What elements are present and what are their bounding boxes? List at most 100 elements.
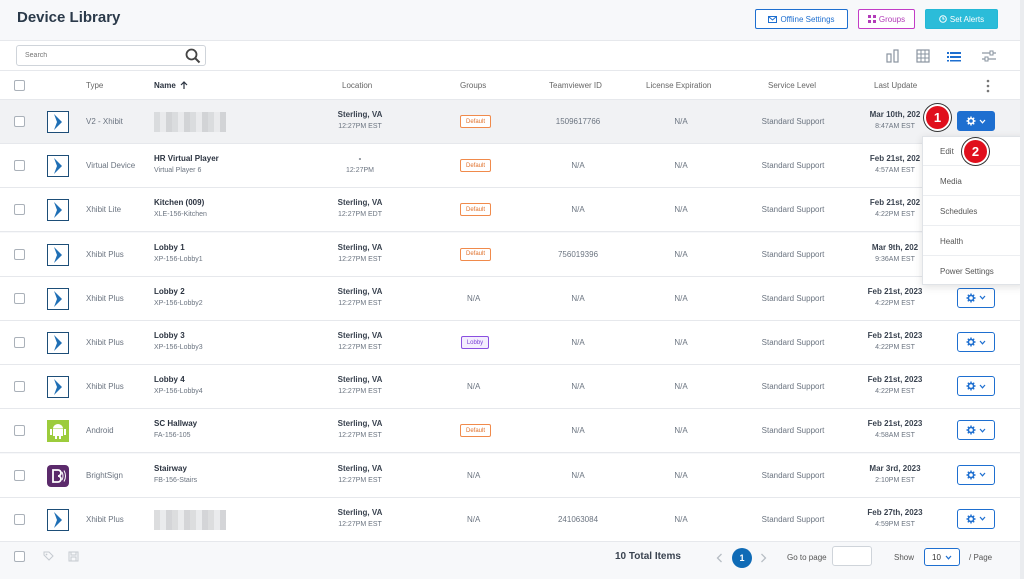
device-actions-button[interactable] (957, 420, 995, 441)
device-name[interactable]: HR Virtual Player (154, 154, 219, 164)
menu-item-schedules[interactable]: Schedules (923, 197, 1024, 226)
column-location[interactable]: Location (342, 81, 373, 90)
group-tag[interactable]: Default (460, 115, 491, 128)
search-input[interactable] (25, 49, 185, 62)
last-update-cell: Feb 21st, 2023 4:22PM EST (856, 375, 934, 395)
row-checkbox[interactable] (14, 160, 25, 172)
device-actions-button[interactable] (957, 376, 995, 397)
table-row[interactable]: Android SC Hallway FA-156-105 Sterling, VA 1… (0, 409, 1024, 454)
footer-select-checkbox[interactable] (14, 551, 25, 562)
device-actions-button[interactable] (957, 464, 995, 485)
last-update-time: 4:22PM EST (875, 388, 915, 396)
select-all-checkbox[interactable] (14, 80, 25, 91)
row-checkbox[interactable] (14, 513, 25, 525)
device-name[interactable]: Stairway (154, 463, 187, 473)
location-cell: Sterling, VA 12:27PM EST (320, 419, 400, 439)
column-last-update[interactable]: Last Update (874, 81, 918, 90)
device-actions-button[interactable] (957, 332, 995, 352)
table-row[interactable]: Xhibit Lite Kitchen (009) XLE-156-Kitchen S… (0, 188, 1024, 233)
device-name[interactable]: Lobby 3 (154, 331, 185, 340)
column-license-expiration[interactable]: License Expiration (646, 81, 712, 90)
device-name[interactable]: Kitchen (009) (154, 198, 205, 208)
step-badge-2: 2 (962, 138, 989, 165)
grid-view-icon[interactable] (915, 48, 931, 64)
location-cell: - 12:27PM (320, 154, 400, 174)
tag-icon[interactable] (43, 551, 54, 562)
column-groups[interactable]: Groups (460, 81, 487, 90)
device-actions-button[interactable] (957, 111, 995, 131)
table-row[interactable]: V2 - Xhibit Sterling, VA 12:27PM EST Defaul… (0, 100, 1024, 144)
chevron-right-icon[interactable] (760, 553, 767, 563)
per-page-select[interactable]: 10 (924, 548, 960, 566)
envelope-icon (768, 15, 778, 23)
group-tag[interactable]: Default (460, 203, 491, 217)
license-expiration: N/A (674, 249, 688, 259)
page-button-current[interactable]: 1 (732, 548, 752, 568)
row-checkbox[interactable] (14, 381, 25, 393)
table-header: Type Name Location Groups Teamviewer ID … (0, 70, 1024, 100)
device-actions-button[interactable] (957, 287, 995, 308)
device-type: V2 - Xhibit (86, 117, 123, 126)
license-expiration: N/A (674, 514, 688, 524)
chevron-down-icon (979, 295, 986, 300)
row-checkbox[interactable] (14, 248, 25, 260)
group-tag[interactable]: Default (460, 424, 491, 438)
table-footer: 10 Total Items 1 Go to page Show 10 / Pa… (0, 541, 1024, 571)
save-icon[interactable] (68, 551, 79, 562)
row-checkbox[interactable] (14, 337, 25, 348)
chevron-left-icon[interactable] (716, 553, 723, 563)
search-icon[interactable] (185, 48, 201, 64)
teamviewer-id: N/A (571, 470, 585, 480)
last-update-time: 9:36AM EST (875, 255, 915, 263)
goto-page-input[interactable] (832, 546, 872, 566)
page-scrollbar[interactable] (1020, 0, 1024, 579)
column-type[interactable]: Type (86, 81, 104, 90)
group-tag[interactable]: Lobby (461, 336, 489, 349)
table-row[interactable]: Virtual Device HR Virtual Player Virtual P… (0, 144, 1024, 189)
offline-settings-button[interactable]: Offline Settings (755, 9, 848, 29)
set-alerts-button[interactable]: Set Alerts (925, 9, 998, 29)
gear-icon (966, 425, 976, 435)
row-checkbox[interactable] (14, 116, 25, 127)
table-row[interactable]: Xhibit Plus Lobby 3 XP-156-Lobby3 Sterling,… (0, 321, 1024, 365)
device-actions-button[interactable] (957, 508, 995, 529)
device-name[interactable]: Lobby 4 (154, 375, 185, 385)
location-text: Sterling, VA (337, 198, 383, 208)
chart-view-icon[interactable] (885, 48, 901, 64)
menu-item-edit[interactable]: Edit (923, 137, 1024, 166)
menu-item-health[interactable]: Health (923, 227, 1024, 256)
menu-item-power-settings[interactable]: Power Settings (940, 267, 994, 276)
last-update-time: 4:22PM EST (875, 344, 915, 351)
teamviewer-id: 1509617766 (555, 117, 601, 126)
table-row[interactable]: Xhibit Plus Sterling, VA 12:27PM EST N/A 241… (0, 497, 1024, 542)
group-tag[interactable]: Default (460, 247, 491, 261)
groups-button[interactable]: Groups (858, 9, 915, 29)
menu-item-media[interactable]: Media (923, 167, 1024, 196)
device-name[interactable]: Lobby 2 (154, 286, 185, 296)
row-checkbox[interactable] (14, 292, 25, 304)
column-teamviewer-id[interactable]: Teamviewer ID (549, 81, 602, 90)
row-checkbox[interactable] (14, 204, 25, 216)
device-id: XP-156-Lobby3 (154, 344, 203, 351)
location-time: 12:27PM EST (338, 388, 382, 396)
row-checkbox[interactable] (14, 469, 25, 481)
device-name[interactable]: Lobby 1 (154, 242, 185, 252)
table-row[interactable]: BrightSign Stairway FB-156-Stairs Sterling,… (0, 453, 1024, 498)
table-row[interactable]: Xhibit Plus Lobby 1 XP-156-Lobby1 Sterling,… (0, 232, 1024, 277)
table-row[interactable]: Xhibit Plus Lobby 4 XP-156-Lobby4 Sterling,… (0, 365, 1024, 410)
xhibit-icon (47, 376, 69, 399)
list-view-icon[interactable] (946, 48, 962, 64)
redacted-device-name (154, 509, 226, 530)
column-service-level[interactable]: Service Level (768, 81, 817, 90)
more-vertical-icon[interactable] (985, 79, 991, 93)
filter-sliders-icon[interactable] (981, 48, 997, 64)
group-text: N/A (467, 382, 481, 392)
device-id: XP-156-Lobby1 (154, 255, 203, 263)
table-row[interactable]: Xhibit Plus Lobby 2 XP-156-Lobby2 Sterling,… (0, 276, 1024, 321)
service-level: Standard Support (761, 382, 825, 392)
row-checkbox[interactable] (14, 425, 25, 437)
group-tag[interactable]: Default (460, 159, 491, 173)
column-name[interactable]: Name (154, 81, 188, 90)
device-name[interactable]: SC Hallway (154, 419, 198, 429)
